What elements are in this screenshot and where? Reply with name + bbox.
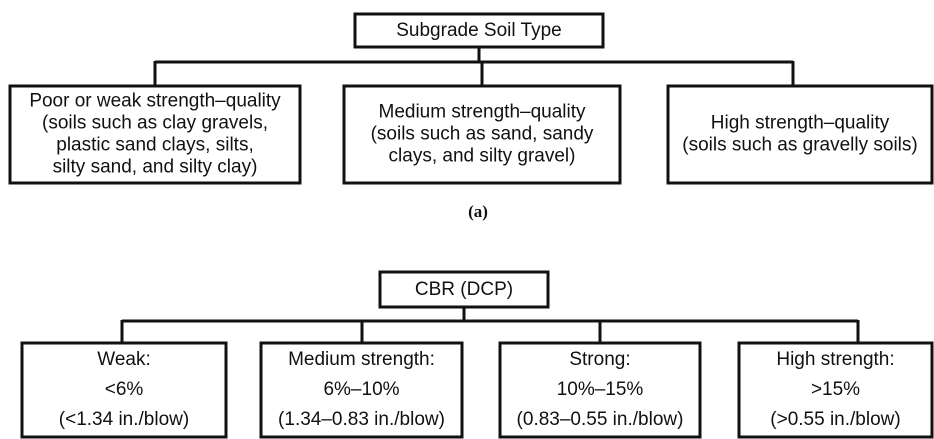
node-label: Strong:	[569, 349, 630, 370]
node-label: Medium strength:	[288, 349, 435, 370]
node-label: Weak:	[97, 349, 151, 370]
node-label: (0.83–0.55 in./blow)	[517, 409, 684, 430]
node-box	[498, 341, 702, 439]
node-label: <6%	[105, 379, 144, 400]
root-label: Subgrade Soil Type	[396, 20, 562, 41]
node-box	[342, 84, 622, 185]
node-box	[666, 84, 934, 185]
caption: (a)	[468, 202, 488, 221]
node-box	[737, 341, 934, 439]
node-label: (soils such as gravelly soils)	[682, 135, 917, 156]
root-box-a	[353, 12, 605, 49]
node-label: (soils such as clay gravels,	[42, 113, 268, 134]
node-label: >15%	[811, 379, 860, 400]
node-label: 10%–15%	[557, 379, 644, 400]
node-label: plastic sand clays, silts,	[56, 135, 253, 156]
node-label: clays, and silty gravel)	[389, 146, 576, 167]
connectors-a	[153, 47, 795, 86]
node-label: High strength:	[776, 349, 894, 370]
node-box	[8, 84, 302, 185]
connectors-b	[120, 307, 860, 343]
root-box-b	[378, 270, 550, 309]
node-label: (soils such as sand, sandy	[371, 124, 594, 145]
node-label: High strength–quality	[711, 113, 890, 134]
node-label: (>0.55 in./blow)	[770, 409, 900, 430]
node-label: silty sand, and silty clay)	[53, 157, 258, 178]
node-label: (1.34–0.83 in./blow)	[278, 409, 445, 430]
node-label: 6%–10%	[323, 379, 399, 400]
node-label: Medium strength–quality	[379, 102, 586, 123]
root-label: CBR (DCP)	[415, 279, 513, 300]
node-label: Poor or weak strength–quality	[29, 91, 281, 112]
node-box	[259, 341, 464, 439]
node-box	[20, 341, 228, 439]
node-label: (<1.34 in./blow)	[59, 409, 189, 430]
